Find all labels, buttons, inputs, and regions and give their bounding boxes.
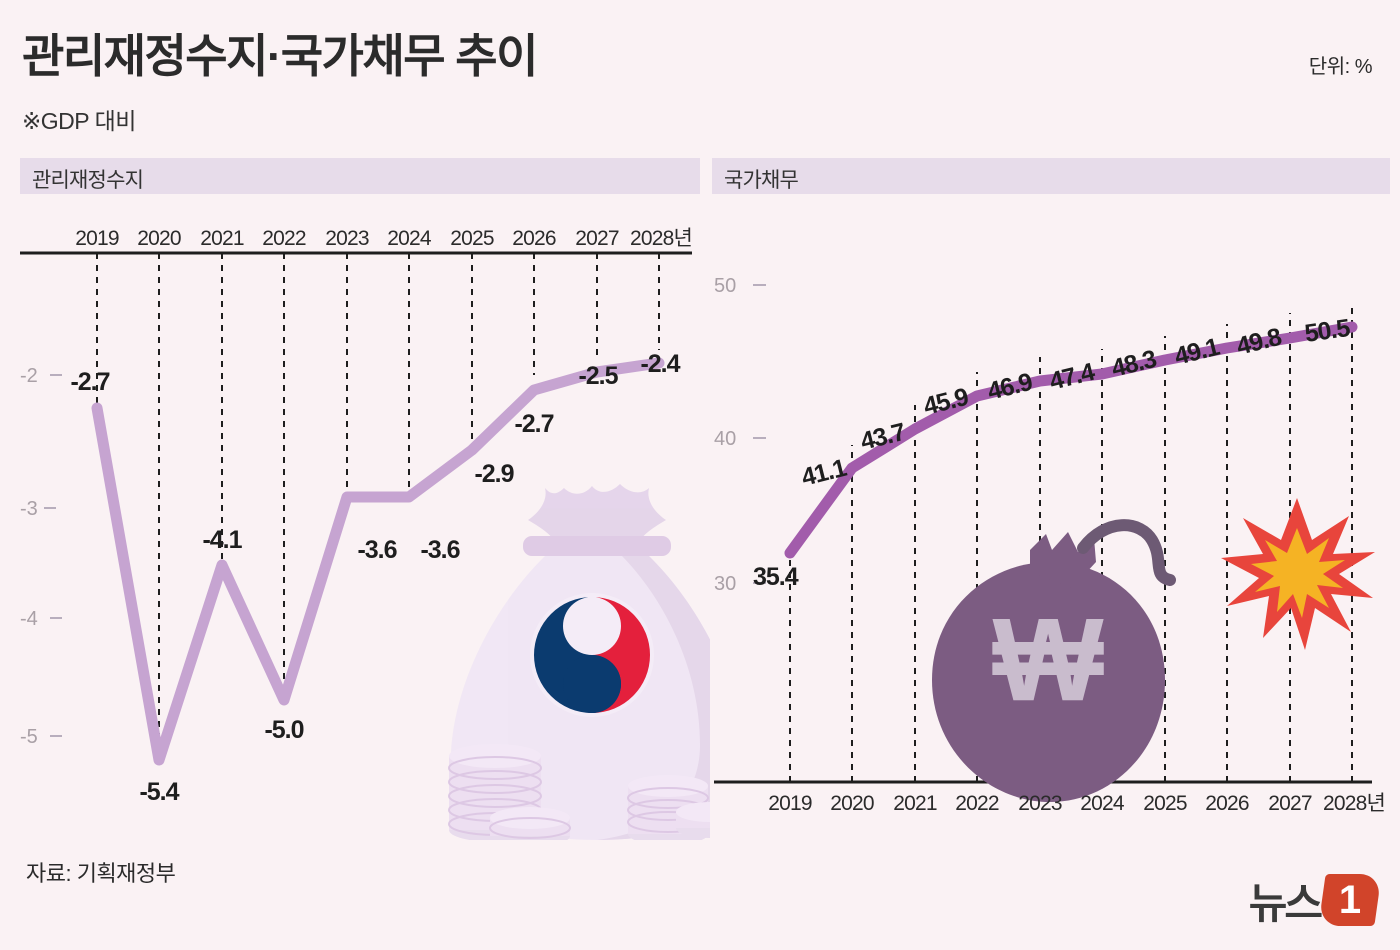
logo-text: 뉴스 <box>1248 879 1323 927</box>
svg-text:47.4: 47.4 <box>1047 358 1098 396</box>
logo-mark-digit: 1 <box>1338 877 1362 922</box>
gridlines-right <box>789 303 1353 782</box>
coin-stack-icon <box>448 744 710 840</box>
panel-header-left: 관리재정수지 <box>20 158 700 194</box>
page-title: 관리재정수지·국가채무 추이 <box>22 30 538 82</box>
svg-text:2025: 2025 <box>450 227 494 250</box>
svg-text:2022: 2022 <box>955 792 999 815</box>
svg-text:-3.6: -3.6 <box>420 536 459 564</box>
svg-text:-4: -4 <box>20 608 38 630</box>
svg-text:-5.0: -5.0 <box>264 716 303 744</box>
svg-text:46.9: 46.9 <box>985 368 1035 406</box>
svg-text:2027: 2027 <box>575 227 619 250</box>
svg-text:49.8: 49.8 <box>1234 323 1285 361</box>
y-tick-labels-left: -2 -3 -4 -5 <box>20 365 62 748</box>
svg-text:2024: 2024 <box>387 227 432 250</box>
value-labels-left: -2.7 -5.4 -4.1 -5.0 -3.6 -3.6 -2.9 -2.7 … <box>70 350 681 806</box>
svg-text:40: 40 <box>714 428 736 450</box>
svg-text:2026: 2026 <box>512 227 556 250</box>
svg-text:2026: 2026 <box>1205 792 1249 815</box>
svg-text:2023: 2023 <box>1018 792 1062 815</box>
header: 관리재정수지·국가채무 추이 ※GDP 대비 단위: % <box>0 0 1400 150</box>
svg-text:-3: -3 <box>20 498 38 520</box>
series-line-right <box>784 321 1358 559</box>
unit-label: 단위: % <box>1308 56 1373 78</box>
svg-text:2024: 2024 <box>1080 792 1125 815</box>
explosion-burst-icon <box>1221 498 1375 650</box>
news1-logo: 뉴스 1 <box>1248 872 1382 928</box>
svg-text:2028년: 2028년 <box>630 227 692 250</box>
svg-text:45.9: 45.9 <box>921 383 971 421</box>
svg-text:2021: 2021 <box>893 792 937 815</box>
svg-text:-5: -5 <box>20 726 38 748</box>
svg-text:-2.9: -2.9 <box>474 460 513 488</box>
logo-mark-icon: 1 <box>1318 874 1382 926</box>
panel-header-right: 국가채무 <box>712 158 1390 194</box>
svg-text:-2: -2 <box>20 365 38 387</box>
svg-text:-2.4: -2.4 <box>640 350 680 378</box>
svg-text:30: 30 <box>714 573 736 595</box>
chart-left-svg: 2019 2020 2021 2022 2023 2024 2025 2026 … <box>20 227 710 840</box>
svg-text:2019: 2019 <box>75 227 119 250</box>
svg-text:-3.6: -3.6 <box>357 536 396 564</box>
panel-header-right-label: 국가채무 <box>724 169 799 192</box>
svg-text:2020: 2020 <box>137 227 181 250</box>
svg-text:2023: 2023 <box>325 227 369 250</box>
svg-text:-2.7: -2.7 <box>514 410 553 438</box>
x-tick-labels-right: 2019 2020 2021 2022 2023 2024 2025 2026 … <box>768 792 1386 815</box>
svg-text:50: 50 <box>714 275 736 297</box>
svg-text:50.5: 50.5 <box>1303 314 1352 348</box>
subtitle: ※GDP 대비 <box>22 108 136 134</box>
svg-text:-4.1: -4.1 <box>202 526 242 554</box>
svg-text:35.4: 35.4 <box>753 563 799 591</box>
svg-text:49.1: 49.1 <box>1172 333 1223 371</box>
svg-text:-2.7: -2.7 <box>70 368 109 396</box>
chart-managed-fiscal-balance: 2019 2020 2021 2022 2023 2024 2025 2026 … <box>0 200 710 840</box>
svg-text:2022: 2022 <box>262 227 306 250</box>
chart-national-debt: ₩ 50 40 30 35.4 41.1 43.7 45.9 46.9 47.4… <box>700 200 1400 840</box>
svg-text:2019: 2019 <box>768 792 812 815</box>
svg-text:2027: 2027 <box>1268 792 1312 815</box>
svg-text:2025: 2025 <box>1143 792 1187 815</box>
korea-government-emblem-icon <box>530 593 654 717</box>
won-symbol: ₩ <box>992 594 1104 726</box>
svg-text:2028년: 2028년 <box>1323 792 1385 815</box>
svg-text:-2.5: -2.5 <box>578 362 618 390</box>
svg-text:2021: 2021 <box>200 227 244 250</box>
svg-text:-5.4: -5.4 <box>139 778 179 806</box>
source-note: 자료: 기획재정부 <box>26 861 176 886</box>
y-tick-labels-right: 50 40 30 <box>714 275 766 595</box>
gridlines-left <box>96 253 660 740</box>
svg-text:43.7: 43.7 <box>858 418 908 456</box>
svg-text:2020: 2020 <box>830 792 874 815</box>
series-line-left <box>91 357 665 766</box>
panel-header-left-label: 관리재정수지 <box>32 169 144 192</box>
svg-text:48.3: 48.3 <box>1109 345 1159 383</box>
x-tick-labels-left: 2019 2020 2021 2022 2023 2024 2025 2026 … <box>75 227 693 250</box>
bomb-icon: ₩ <box>932 519 1176 802</box>
chart-right-svg: ₩ 50 40 30 35.4 41.1 43.7 45.9 46.9 47.4… <box>714 275 1386 815</box>
